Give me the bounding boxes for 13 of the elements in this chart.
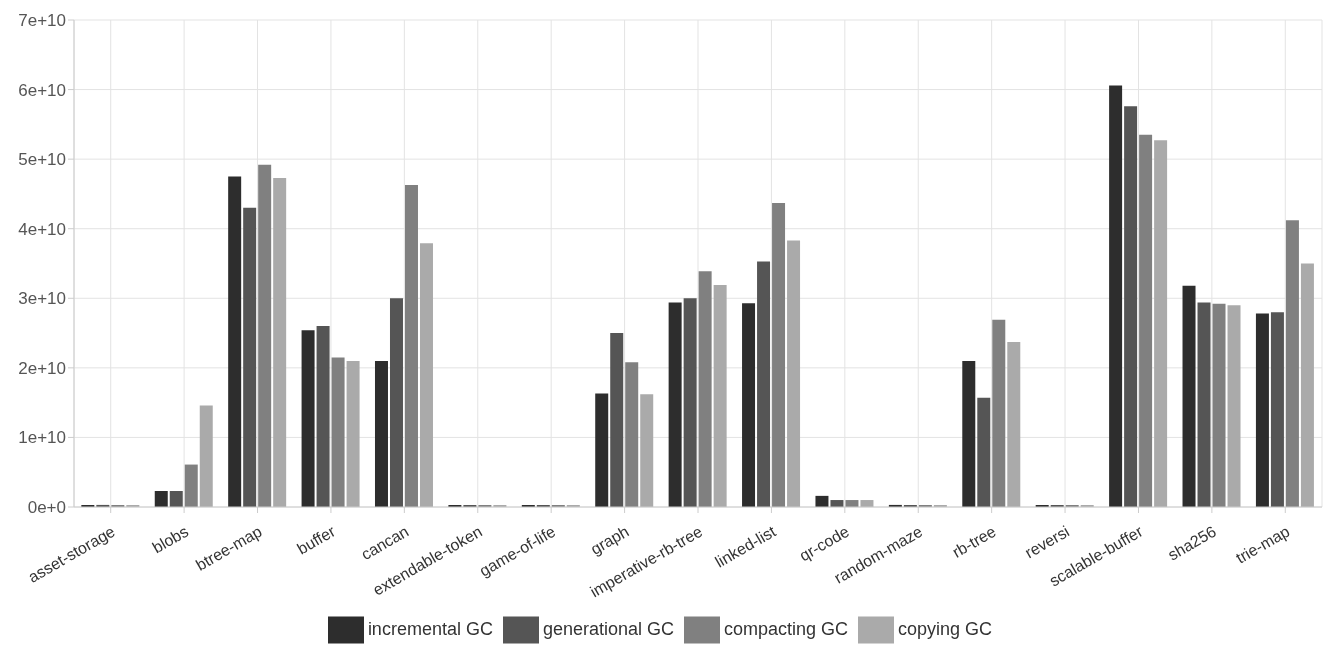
legend-label: compacting GC xyxy=(724,618,849,639)
y-tick-label: 5e+10 xyxy=(18,150,66,170)
legend-label: copying GC xyxy=(898,618,993,639)
y-tick-label: 0e+0 xyxy=(27,498,66,518)
legend-label: incremental GC xyxy=(367,618,493,639)
y-tick-label: 1e+10 xyxy=(18,428,66,448)
y-tick-label: 7e+10 xyxy=(18,11,66,31)
y-tick-label: 3e+10 xyxy=(18,289,66,309)
x-tick-label: blobs xyxy=(149,522,192,557)
y-tick-label: 2e+10 xyxy=(18,358,66,378)
y-tick-label: 4e+10 xyxy=(18,219,66,239)
y-tick-label: 6e+10 xyxy=(18,80,66,100)
legend-label: generational GC xyxy=(542,618,675,639)
